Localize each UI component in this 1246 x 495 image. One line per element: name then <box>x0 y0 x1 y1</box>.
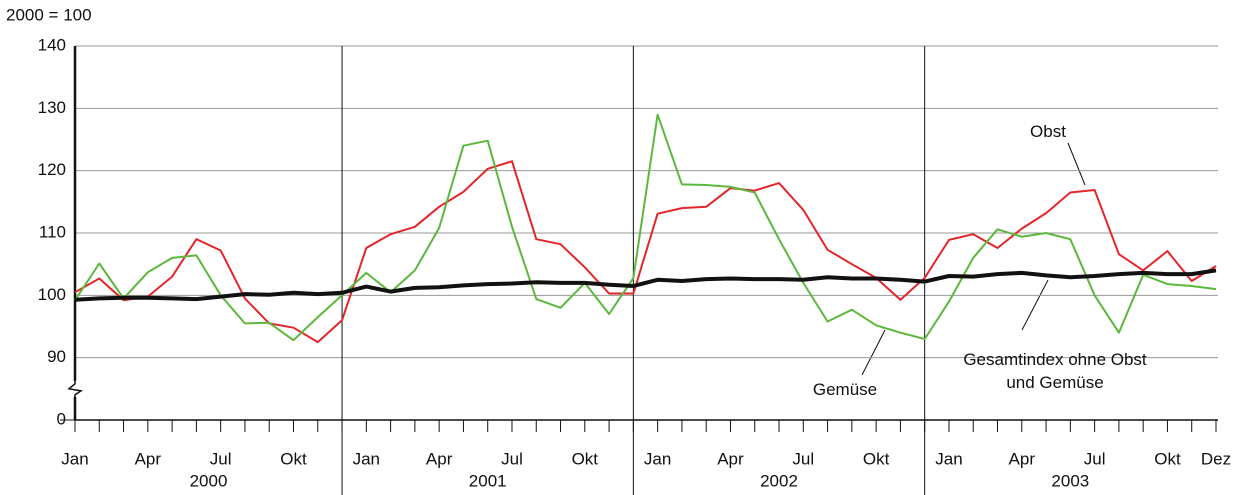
x-tick-label: Okt <box>863 449 890 468</box>
series-label: Gesamtindex ohne Obst und Gemüse <box>963 350 1147 392</box>
leader-line <box>1021 279 1049 331</box>
year-label: 2000 <box>190 471 228 490</box>
y-tick-label: 100 <box>38 285 66 304</box>
y-axis-label: 2000 = 100 <box>6 5 92 24</box>
series-label: Gemüse <box>812 380 878 399</box>
x-tick-label: Okt <box>280 449 307 468</box>
axis-break-gap <box>71 380 79 397</box>
y-tick-label: 120 <box>38 160 66 179</box>
y-tick-label: 130 <box>38 98 66 117</box>
x-tick-label: Jul <box>210 449 232 468</box>
x-tick-label: Jan <box>935 449 962 468</box>
axis-break <box>67 379 83 398</box>
leader-line <box>1067 142 1086 186</box>
series-line <box>74 268 1217 302</box>
series-line <box>74 160 1217 344</box>
x-tick-label: Apr <box>1009 449 1036 468</box>
x-tick-label: Dez <box>1201 449 1231 468</box>
year-label: 2001 <box>469 471 507 490</box>
x-tick-label: Jan <box>61 449 88 468</box>
series-line <box>74 113 1217 342</box>
x-tick-label: Apr <box>135 449 162 468</box>
x-tick-label: Jan <box>644 449 671 468</box>
year-label: 2003 <box>1051 471 1089 490</box>
y-tick-label: 110 <box>39 222 66 241</box>
x-tick-label: Jul <box>501 449 523 468</box>
y-tick-label: 0 <box>57 409 66 428</box>
y-tick-label: 140 <box>38 35 66 54</box>
x-tick-label: Okt <box>572 449 599 468</box>
series-label: Obst <box>1030 122 1066 141</box>
x-tick-label: Apr <box>717 449 744 468</box>
y-tick-label: 90 <box>47 347 66 366</box>
x-tick-label: Apr <box>426 449 453 468</box>
x-tick-label: Jul <box>1084 449 1106 468</box>
x-tick-label: Jan <box>353 449 380 468</box>
year-label: 2002 <box>760 471 798 490</box>
leader-line <box>861 329 886 376</box>
x-tick-label: Jul <box>792 449 814 468</box>
x-tick-label: Okt <box>1154 449 1181 468</box>
